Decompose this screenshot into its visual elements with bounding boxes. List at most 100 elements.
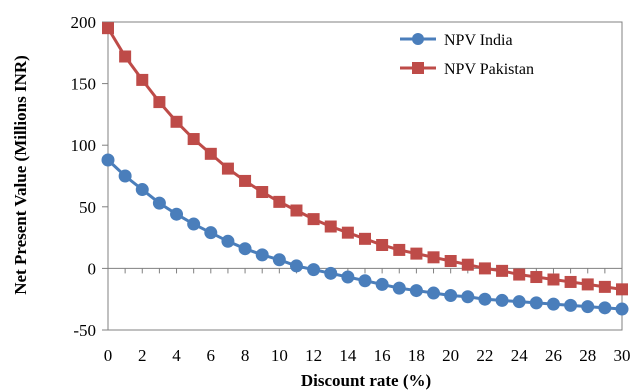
data-point (461, 258, 474, 271)
data-point (616, 283, 628, 296)
data-point (290, 204, 303, 217)
data-point (256, 186, 269, 199)
data-point (136, 73, 149, 86)
x-tick-label: 4 (172, 346, 181, 365)
series-1 (101, 153, 629, 316)
x-tick-label: 18 (408, 346, 425, 365)
data-point (204, 226, 218, 240)
data-point (375, 277, 389, 291)
series-line (106, 27, 623, 291)
series-layer (101, 22, 629, 316)
data-point (187, 133, 200, 146)
data-point (238, 242, 252, 256)
data-point (546, 297, 560, 311)
data-point (444, 255, 457, 268)
data-point (239, 174, 252, 187)
x-tick-label: 28 (579, 346, 596, 365)
x-tick-label: 2 (138, 346, 147, 365)
plot-area-border (107, 21, 623, 331)
data-point (118, 169, 132, 183)
data-point (135, 183, 149, 197)
y-tick-label: 150 (71, 75, 97, 94)
data-point (564, 298, 578, 312)
data-point (478, 262, 491, 275)
data-point (221, 162, 234, 175)
data-point (221, 234, 235, 248)
x-tick-label: 30 (614, 346, 631, 365)
data-point (427, 286, 441, 300)
y-tick-label: 0 (88, 259, 97, 278)
data-point (393, 243, 406, 256)
x-tick-label: 6 (207, 346, 216, 365)
data-point (204, 147, 217, 160)
data-point (376, 238, 389, 251)
x-tick-label: 12 (305, 346, 322, 365)
data-point (359, 232, 371, 245)
data-point (272, 253, 286, 267)
data-point (392, 281, 406, 295)
legend: NPV India NPV Pakistan (400, 32, 534, 78)
series-2 (102, 22, 628, 296)
data-point (409, 284, 423, 298)
legend-label: NPV Pakistan (444, 61, 534, 78)
data-point (598, 280, 611, 293)
y-tick-label: -50 (73, 321, 96, 340)
data-point (547, 273, 560, 286)
y-tick-label: 50 (79, 198, 96, 217)
x-tick-label: 26 (545, 346, 562, 365)
data-point (513, 268, 526, 281)
data-point (581, 300, 595, 314)
data-point (255, 248, 269, 262)
data-point (496, 264, 509, 277)
x-tick-label: 22 (476, 346, 493, 365)
data-point (307, 263, 321, 277)
data-point (153, 96, 166, 109)
data-point (170, 207, 184, 221)
data-point (530, 271, 543, 284)
legend-label: NPV India (444, 32, 513, 49)
x-tick-label: 24 (511, 346, 529, 365)
data-point (495, 293, 509, 307)
data-point (598, 301, 612, 315)
data-point (410, 247, 423, 260)
data-point (289, 259, 303, 273)
data-point (273, 195, 286, 208)
y-tick-label: 200 (71, 13, 97, 32)
data-point (478, 292, 492, 306)
legend-marker (412, 33, 424, 45)
x-tick-label: 20 (442, 346, 459, 365)
data-point (444, 289, 458, 303)
data-point (341, 226, 354, 239)
data-point (307, 213, 320, 226)
legend-marker (412, 62, 424, 74)
x-axis-title: Discount rate (%) (301, 371, 431, 390)
data-point (581, 278, 594, 291)
data-point (170, 115, 183, 128)
data-point (358, 274, 372, 288)
data-point (101, 153, 115, 167)
legend-entry: NPV Pakistan (400, 61, 534, 78)
data-point (119, 50, 132, 63)
y-tick-label: 100 (71, 136, 97, 155)
data-point (187, 217, 201, 231)
data-point (461, 290, 475, 304)
data-point (615, 302, 629, 316)
data-point (324, 266, 338, 280)
y-axis-title: Net Present Value (Millions INR) (11, 55, 30, 295)
legend-entry: NPV India (400, 32, 513, 49)
data-point (341, 270, 355, 284)
data-point (529, 296, 543, 310)
data-point (324, 220, 337, 233)
x-tick-label: 8 (241, 346, 250, 365)
x-tick-label: 0 (104, 346, 113, 365)
x-tick-label: 14 (339, 346, 357, 365)
x-tick-label: 16 (374, 346, 391, 365)
data-point (564, 275, 577, 288)
x-tick-label: 10 (271, 346, 288, 365)
data-point (512, 295, 526, 309)
data-point (152, 196, 166, 210)
data-point (102, 22, 114, 35)
data-point (427, 251, 440, 264)
